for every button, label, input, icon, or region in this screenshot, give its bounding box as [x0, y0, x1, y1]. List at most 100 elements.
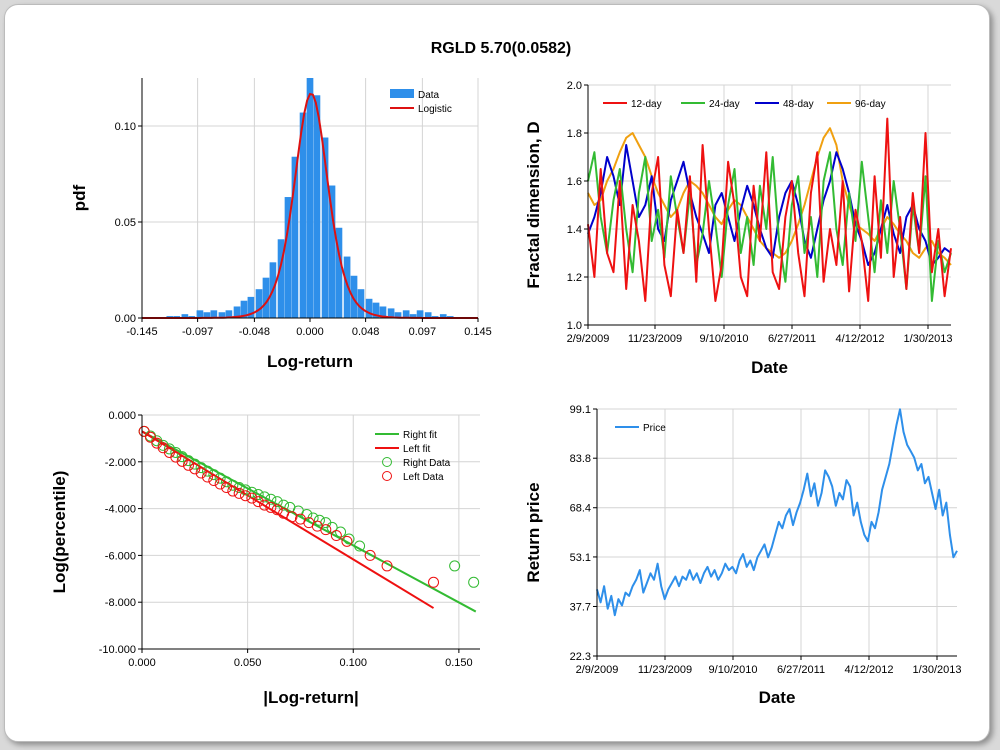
histogram-bar [210, 310, 218, 318]
left-data-point [170, 451, 182, 463]
price-y-tick-label: 99.1 [570, 404, 591, 416]
right-data-point [195, 462, 207, 474]
tail-x-tick-label: 0.050 [234, 657, 262, 669]
legend-fractal-24-day-label: 24-day [709, 99, 740, 110]
hist-x-tick-label: -0.097 [182, 326, 213, 338]
legend-right-data-label: Right Data [403, 458, 451, 469]
left-data-point [201, 471, 213, 483]
histogram-bar [343, 256, 351, 318]
histogram-bar [181, 314, 189, 318]
legend-data-swatch [390, 89, 414, 98]
histogram-bar [357, 289, 365, 318]
histogram-bar [409, 314, 417, 318]
fractal-y-tick-label: 1.2 [567, 272, 582, 284]
tail-x-tick-label: 0.100 [339, 657, 367, 669]
right-data-point [354, 540, 366, 552]
histogram-bar [291, 156, 299, 318]
legend-logistic-label: Logistic [418, 104, 452, 115]
tail-y-tick-label: -2.000 [105, 457, 136, 469]
histogram-panel: -0.145 -0.097 -0.048 0.000 0.048 0.097 0.145 0.… [70, 78, 492, 371]
figure-title: RGLD 5.70(0.0582) [431, 40, 572, 57]
legend-fractal-48-day-label: 48-day [783, 99, 814, 110]
fractal-y-tick-label: 1.0 [567, 320, 582, 332]
figure-card: RGLD 5.70(0.0582) -0.145 -0.097 -0.048 0.00… [4, 4, 990, 742]
price-y-tick-label: 53.1 [570, 552, 591, 564]
fractal-x-tick-label: 4/12/2012 [836, 333, 885, 345]
price-x-tick-label: 4/12/2012 [845, 664, 894, 676]
right-data-point [214, 472, 226, 484]
histogram-bar [372, 302, 380, 318]
right-data-point [449, 560, 461, 572]
left-data-point [341, 535, 353, 547]
histogram-bar [394, 312, 402, 318]
legend-fractal-12-day-label: 12-day [631, 99, 662, 110]
histogram-bar [306, 78, 314, 318]
right-data-point [313, 514, 325, 526]
right-data-point [468, 576, 480, 588]
histogram-bar [350, 275, 358, 318]
histogram-bar [225, 310, 233, 318]
histogram-bar [328, 185, 336, 318]
right-data-point [335, 526, 347, 538]
hist-y-tick-label: 0.10 [115, 121, 136, 133]
right-data-point [246, 486, 258, 498]
right-data-point [208, 469, 220, 481]
price-x-tick-label: 11/23/2009 [638, 664, 692, 676]
right-data-point [189, 458, 201, 470]
histogram-bar [379, 306, 387, 318]
price-y-axis-title: Return price [524, 482, 543, 582]
left-data-point [265, 501, 277, 513]
left-data-point [240, 490, 252, 502]
right-data-point [201, 465, 213, 477]
legend-right-fit-label: Right fit [403, 430, 437, 441]
right-data-point [176, 451, 188, 463]
left-data-point [144, 431, 156, 443]
left-data-point [221, 482, 232, 494]
left-data-point [182, 459, 194, 471]
fractal-x-tick-label: 1/30/2013 [904, 333, 953, 345]
histogram-bar [365, 298, 373, 318]
price-y-tick-label: 83.8 [570, 453, 591, 465]
histogram-bar [240, 300, 248, 318]
histogram-bar [313, 95, 321, 318]
tail-x-tick-label: 0.150 [445, 657, 473, 669]
histogram-bar [233, 306, 241, 318]
legend-price-label: Price [643, 423, 666, 434]
left-data-point [271, 504, 283, 516]
left-data-point [227, 485, 239, 497]
left-data-point [381, 560, 393, 572]
fractal-series-12-day [587, 117, 952, 302]
figure-canvas: RGLD 5.70(0.0582) -0.145 -0.097 -0.048 0.00… [50, 40, 961, 707]
fractal-x-tick-label: 2/9/2009 [567, 333, 610, 345]
legend-left-fit-label: Left fit [403, 444, 430, 455]
hist-x-tick-label: 0.145 [464, 326, 492, 338]
hist-x-tick-label: 0.048 [352, 326, 380, 338]
histogram-bar [196, 310, 204, 318]
histogram-bar [416, 310, 424, 318]
left-data-point [176, 455, 188, 467]
hist-y-tick-label: 0.05 [115, 217, 136, 229]
right-data-point [157, 439, 169, 451]
right-data-point [170, 446, 182, 458]
fractal-y-tick-label: 1.6 [567, 176, 582, 188]
right-data-point [233, 482, 245, 494]
histogram-bar [299, 112, 307, 318]
hist-x-tick-label: 0.000 [296, 326, 324, 338]
hist-x-tick-label: 0.097 [409, 326, 437, 338]
legend-fractal-96-day-label: 96-day [855, 99, 886, 110]
price-series-line [596, 408, 958, 617]
histogram-bar [218, 312, 226, 318]
hist-y-tick-label: 0.00 [115, 313, 136, 325]
left-data-point [195, 467, 207, 479]
right-data-point [343, 533, 355, 545]
fractal-y-tick-label: 1.8 [567, 128, 582, 140]
hist-x-tick-label: -0.048 [239, 326, 270, 338]
histogram-bar [439, 314, 447, 318]
histogram-bar [247, 296, 255, 318]
left-data-point [138, 425, 150, 437]
tail-y-tick-label: -6.000 [105, 550, 136, 562]
left-data-point [208, 475, 220, 487]
histogram-bar [402, 310, 410, 318]
right-data-point [252, 489, 264, 501]
left-data-point [259, 499, 271, 511]
